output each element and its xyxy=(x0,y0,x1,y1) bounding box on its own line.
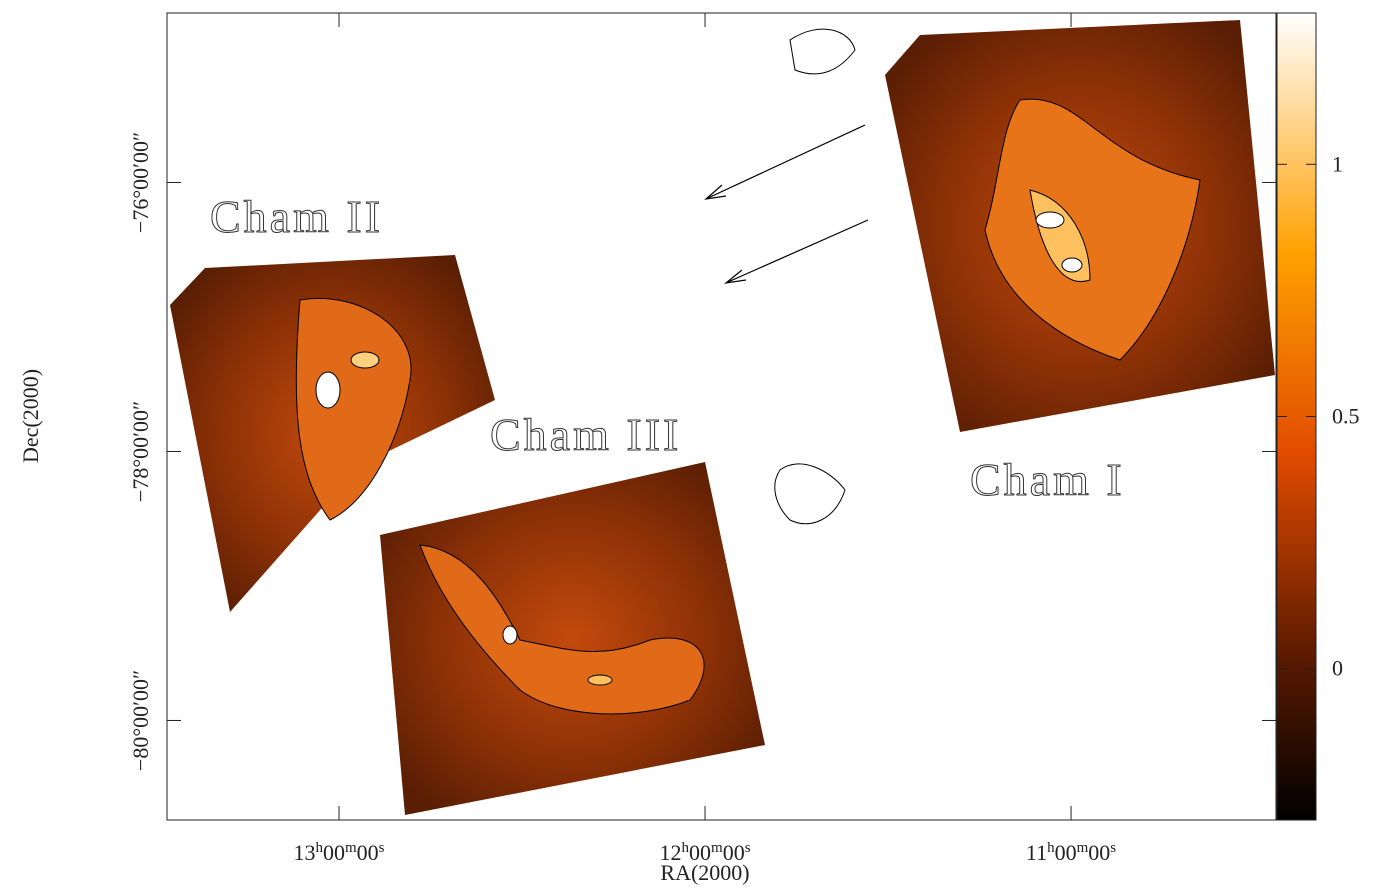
map-image xyxy=(170,20,1275,815)
y-axis-label: Dec(2000) xyxy=(18,369,43,463)
annotation: Cham I xyxy=(970,454,1125,505)
figure: RA(2000) Dec(2000) Cham II Cham III Cham… xyxy=(0,0,1375,890)
annotation: Cham III xyxy=(490,409,681,460)
colorbar-tick-label: 0 xyxy=(1332,656,1343,681)
annotation: Cham II xyxy=(210,191,383,242)
y-tick-label: −78°00′00″ xyxy=(128,401,153,502)
colorbar-tick-label: 0.5 xyxy=(1332,404,1360,429)
x-tick-label: 12h00m00s xyxy=(660,840,751,865)
y-tick-label: −76°00′00″ xyxy=(128,132,153,233)
x-tick-label: 11h00m00s xyxy=(1026,840,1116,865)
x-tick-label: 13h00m00s xyxy=(294,840,385,865)
y-tick-label: −80°00′00″ xyxy=(128,670,153,771)
colorbar-tick-label: 1 xyxy=(1332,151,1343,176)
arrows xyxy=(706,125,868,283)
